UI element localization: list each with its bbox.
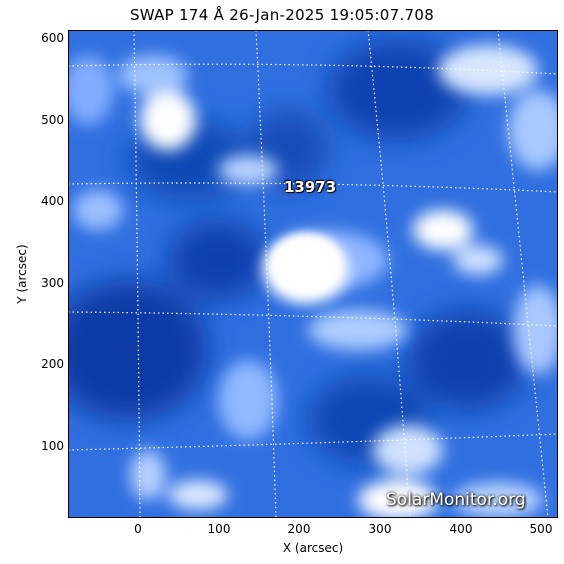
x-tick-label: 300 <box>368 522 392 536</box>
y-tick-label: 500 <box>41 113 64 127</box>
active-region-core <box>254 228 358 312</box>
y-tick-label: 400 <box>41 194 64 208</box>
y-tick-label: 200 <box>41 357 64 371</box>
x-tick-label: 100 <box>207 522 231 536</box>
x-tick-label: 400 <box>449 522 473 536</box>
x-axis-label: X (arcsec) <box>282 541 344 555</box>
x-tick-label: 200 <box>287 522 311 536</box>
x-tick-label: 0 <box>134 522 142 536</box>
active-region-label: 13973 <box>284 178 337 196</box>
image-title: SWAP 174 Å 26-Jan-2025 19:05:07.708 <box>129 6 435 24</box>
solar-image-svg <box>68 30 558 518</box>
y-tick-label: 600 <box>41 31 64 45</box>
y-tick-label: 300 <box>41 276 64 290</box>
y-axis-label: Y (arcsec) <box>15 244 29 304</box>
solar-image <box>68 30 558 518</box>
coordinate-grid <box>68 30 558 518</box>
y-tick-label: 100 <box>41 439 64 453</box>
x-tick-label: 500 <box>529 522 553 536</box>
watermark: SolarMonitor.org <box>386 490 526 510</box>
